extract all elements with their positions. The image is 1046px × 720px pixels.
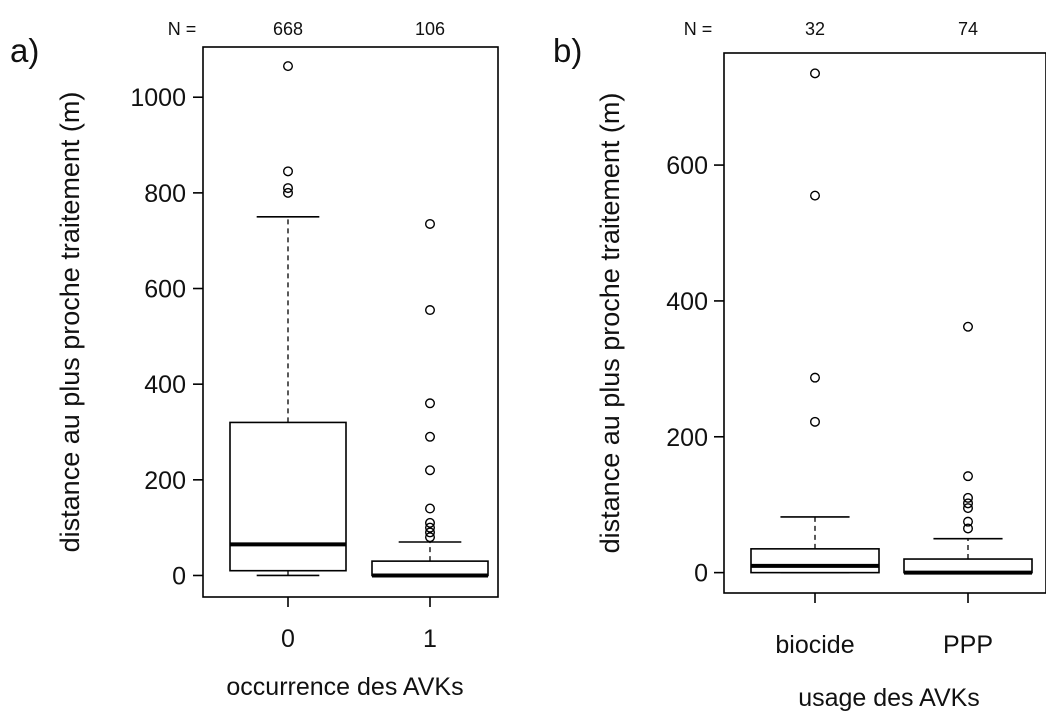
iqr-box (229, 421, 347, 572)
y-tick-label: 400 (144, 371, 186, 399)
outlier-point (810, 372, 821, 383)
outlier-point (283, 183, 294, 194)
panel-label: b) (553, 32, 582, 69)
outlier-point (425, 305, 436, 316)
y-tick-label: 200 (666, 424, 708, 452)
iqr-box (903, 558, 1033, 574)
outlier-point (963, 498, 974, 509)
y-tick-label: 200 (144, 467, 186, 495)
y-tick-label: 0 (172, 562, 186, 590)
outlier-point (425, 218, 436, 229)
outlier-point (963, 321, 974, 332)
x-axis-label: occurrence des AVKs (226, 673, 463, 701)
outlier-point (283, 61, 294, 72)
outlier-point (963, 523, 974, 534)
iqr-box (750, 548, 880, 574)
outlier-point (810, 416, 821, 427)
n-count: 74 (958, 19, 978, 39)
n-count: 106 (415, 19, 445, 39)
y-tick-label: 600 (666, 152, 708, 180)
x-axis-label: usage des AVKs (798, 684, 980, 712)
iqr-box (371, 560, 489, 577)
outlier-point (425, 522, 436, 533)
y-tick-label: 600 (144, 276, 186, 304)
outlier-point (425, 431, 436, 442)
outlier-point (425, 527, 436, 538)
outlier-point (283, 166, 294, 177)
y-tick-label: 1000 (130, 84, 186, 112)
y-axis-label: distance au plus proche traitement (m) (55, 92, 85, 553)
y-tick-label: 400 (666, 288, 708, 316)
plot-frame (723, 52, 1046, 594)
outlier-point (963, 492, 974, 503)
outlier-point (425, 517, 436, 528)
outlier-point (425, 465, 436, 476)
x-category-label: PPP (943, 631, 993, 659)
x-category-label: 0 (281, 625, 295, 653)
plot-frame (202, 46, 499, 598)
outlier-point (963, 471, 974, 482)
outlier-point (425, 398, 436, 409)
n-label: N = (684, 19, 713, 39)
x-category-label: biocide (775, 631, 854, 659)
y-tick-label: 0 (694, 560, 708, 588)
outlier-point (283, 187, 294, 198)
outlier-point (810, 190, 821, 201)
outlier-point (425, 503, 436, 514)
n-count: 668 (273, 19, 303, 39)
outlier-point (425, 532, 436, 543)
n-label: N = (168, 19, 197, 39)
panel-label: a) (10, 32, 39, 69)
outlier-point (810, 68, 821, 79)
n-count: 32 (805, 19, 825, 39)
outlier-point (963, 516, 974, 527)
x-category-label: 1 (423, 625, 437, 653)
y-axis-label: distance au plus proche traitement (m) (595, 93, 625, 554)
outlier-point (963, 503, 974, 514)
y-tick-label: 800 (144, 180, 186, 208)
